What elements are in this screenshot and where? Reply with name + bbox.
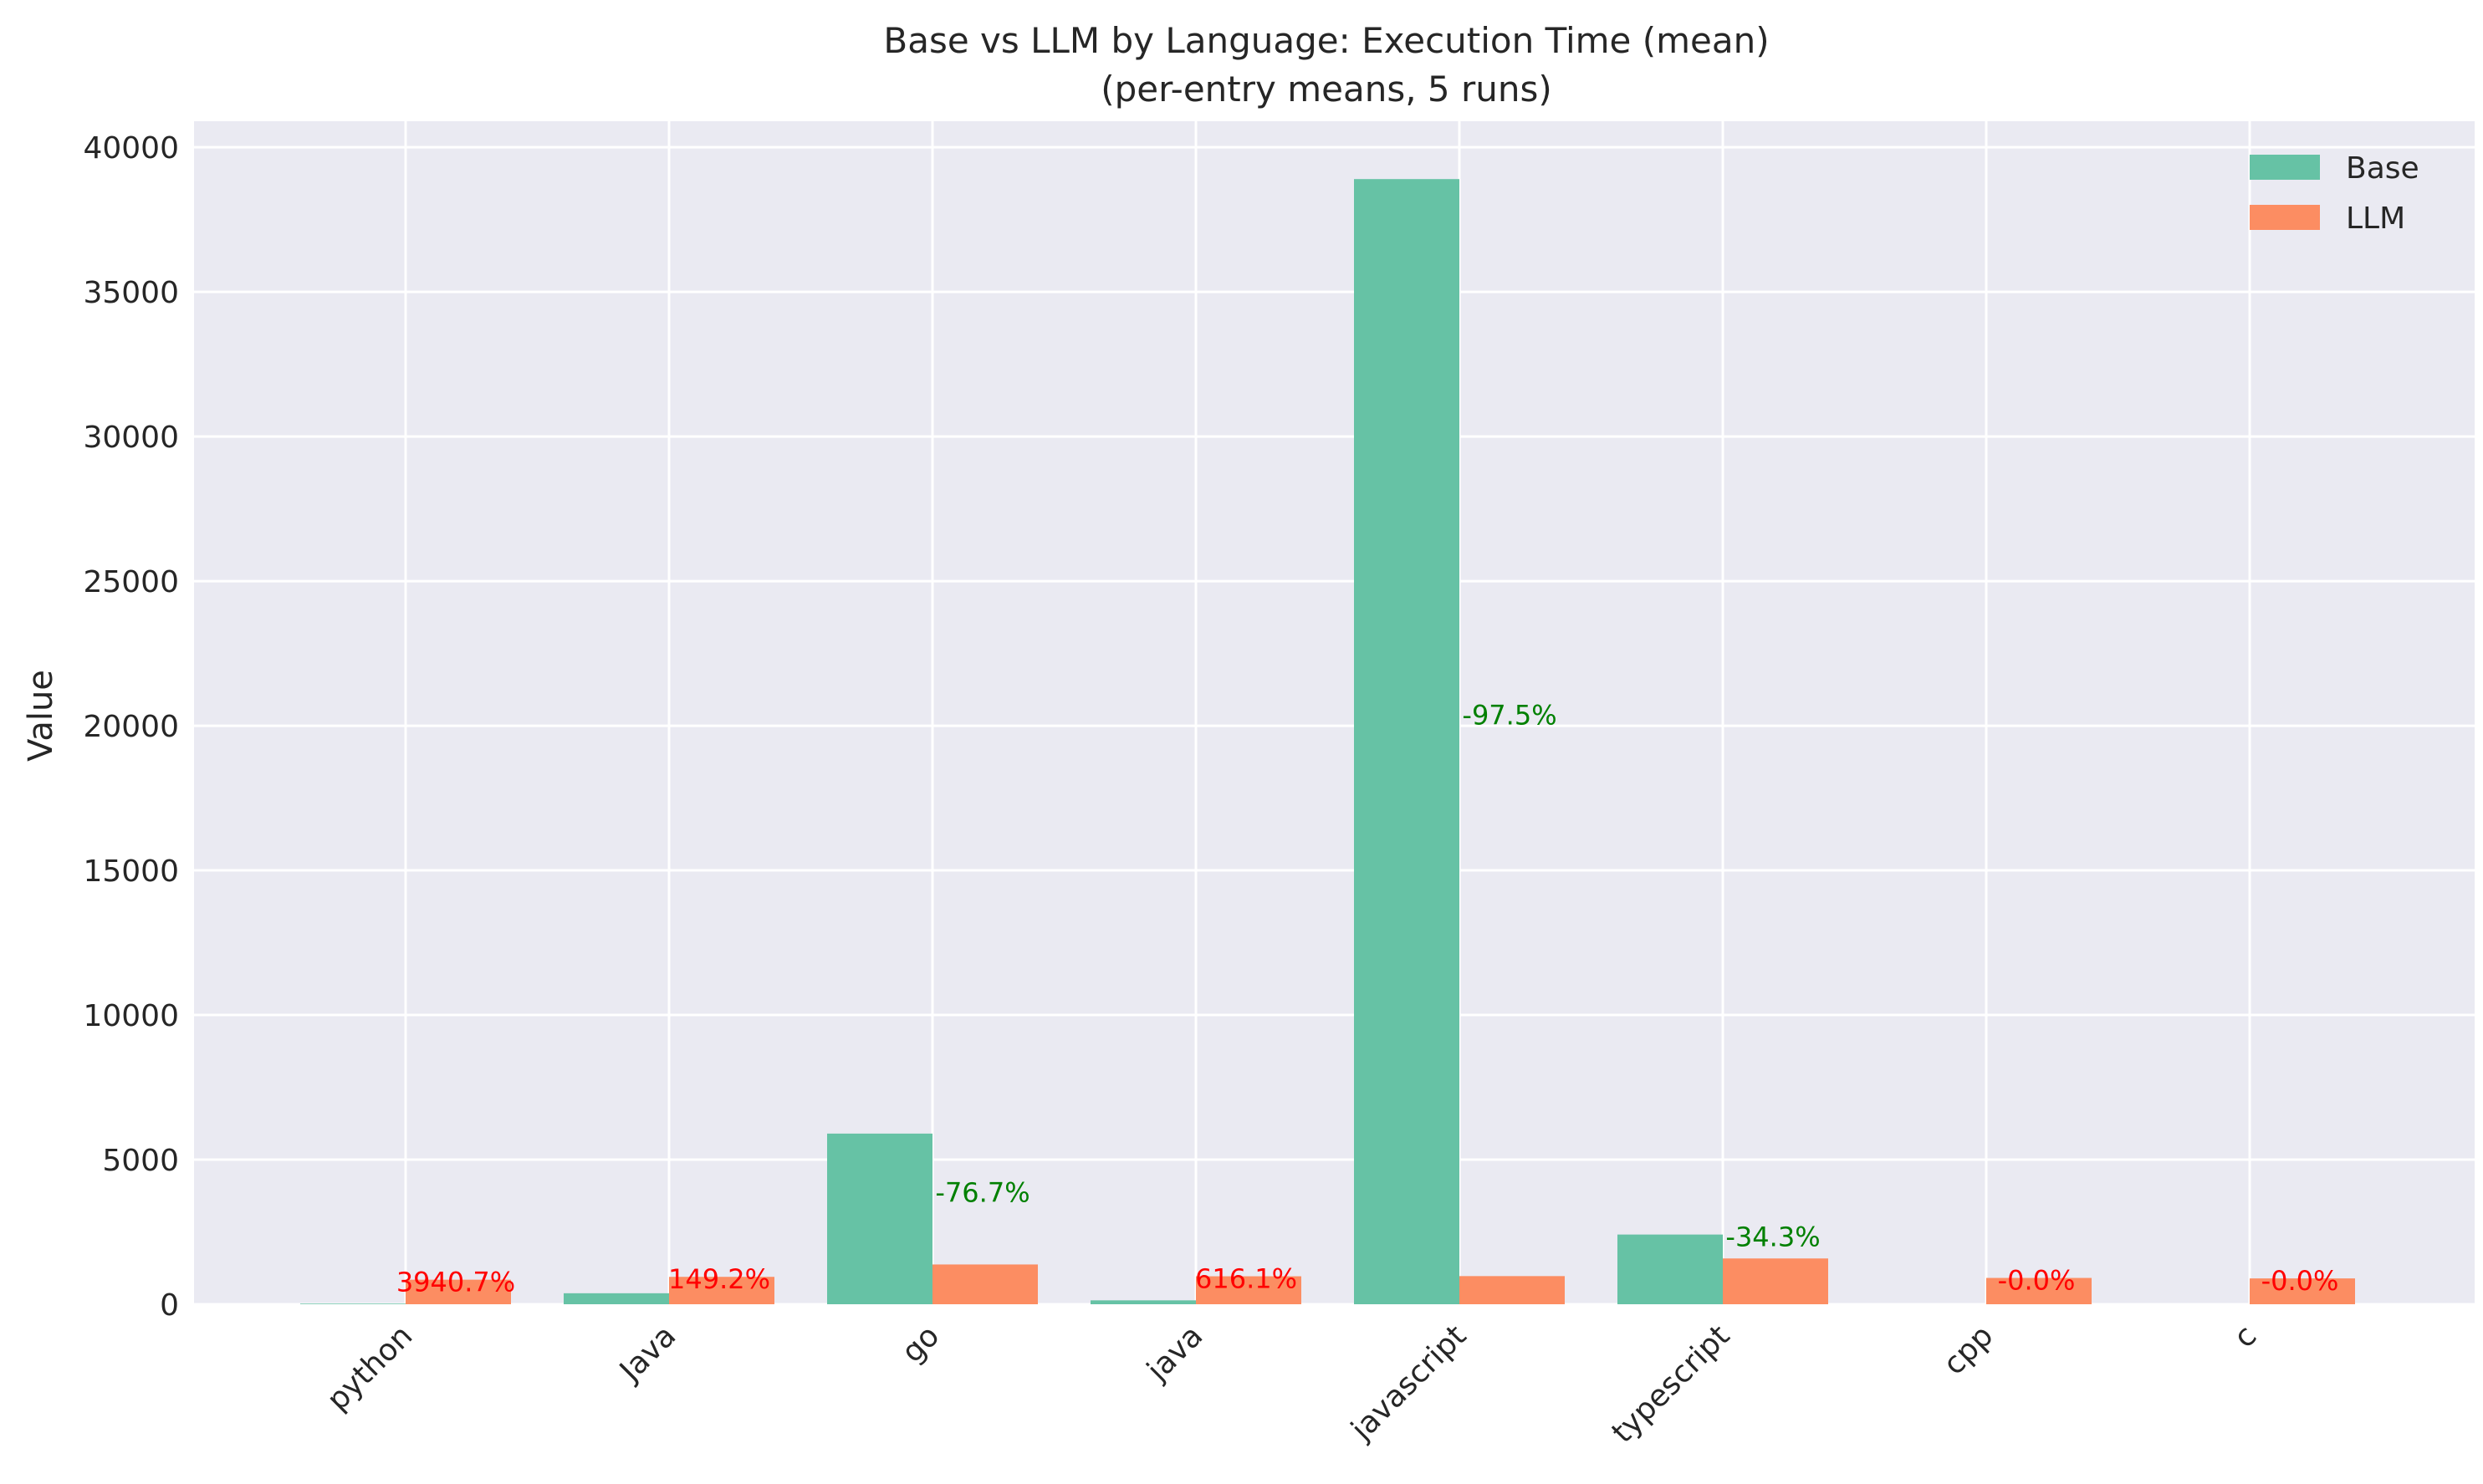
legend-label-llm: LLM — [2346, 201, 2405, 236]
y-axis: 0 5000 10000 15000 20000 25000 30000 35000 40000 — [83, 131, 179, 1323]
bar-annotation: -0.0% — [2261, 1265, 2339, 1297]
y-tick-label: 30000 — [83, 421, 179, 455]
y-tick-label: 20000 — [83, 710, 179, 744]
y-tick-label: 5000 — [102, 1144, 179, 1178]
bar-llm-python — [406, 1279, 511, 1304]
bar-llm-cpp — [1986, 1277, 2092, 1304]
bars — [300, 179, 2355, 1305]
bar-annotation: -0.0% — [1998, 1265, 2076, 1297]
bar-annotation: 3940.7% — [396, 1267, 515, 1298]
bar-base-python — [300, 1303, 406, 1304]
bar-base-java — [564, 1293, 669, 1304]
bar-llm-java — [669, 1277, 774, 1304]
bar-base-typescript — [1617, 1234, 1723, 1304]
bar-base-java — [1091, 1300, 1196, 1304]
y-tick-label: 0 — [160, 1288, 179, 1323]
bar-base-go — [827, 1133, 932, 1304]
bar-base-javascript — [1354, 179, 1459, 1305]
chart-title: Base vs LLM by Language: Execution Time … — [883, 20, 1769, 61]
chart-subtitle: (per-entry means, 5 runs) — [1101, 69, 1552, 110]
bar-llm-go — [932, 1264, 1038, 1304]
bar-llm-java — [1196, 1276, 1301, 1304]
bar-annotation: 149.2% — [668, 1263, 770, 1295]
plot-area — [194, 121, 2475, 1304]
bar-annotations: 3940.7% 149.2% -76.7% 616.1% -97.5% -34.3% -0.… — [396, 700, 2339, 1298]
bar-llm-c — [2250, 1278, 2355, 1304]
legend: Base LLM — [2250, 151, 2419, 236]
y-tick-label: 10000 — [83, 999, 179, 1033]
legend-label-base: Base — [2346, 151, 2419, 186]
x-tick-label: javascript — [1344, 1318, 1473, 1447]
x-tick-label: go — [896, 1318, 947, 1369]
x-tick-label: c — [2227, 1318, 2263, 1354]
bar-annotation: -76.7% — [935, 1176, 1029, 1208]
x-tick-label: cpp — [1937, 1318, 2000, 1381]
y-tick-label: 40000 — [83, 131, 179, 166]
x-tick-label: java — [1140, 1318, 1209, 1388]
bar-llm-typescript — [1723, 1258, 1828, 1304]
legend-swatch-base — [2250, 155, 2320, 180]
x-axis: python Java go java javascript typescript cpp c — [320, 1318, 2263, 1450]
bar-llm-javascript — [1459, 1276, 1565, 1304]
y-axis-label: Value — [22, 670, 60, 762]
legend-swatch-llm — [2250, 205, 2320, 230]
y-tick-label: 15000 — [83, 854, 179, 889]
y-tick-label: 35000 — [83, 276, 179, 310]
bar-annotation: 616.1% — [1195, 1263, 1297, 1295]
x-tick-label: Java — [612, 1318, 682, 1389]
x-tick-label: typescript — [1606, 1318, 1737, 1450]
y-tick-label: 25000 — [83, 565, 179, 599]
x-tick-label: python — [320, 1318, 419, 1417]
bar-annotation: -34.3% — [1725, 1221, 1820, 1253]
bar-annotation: -97.5% — [1462, 700, 1556, 732]
